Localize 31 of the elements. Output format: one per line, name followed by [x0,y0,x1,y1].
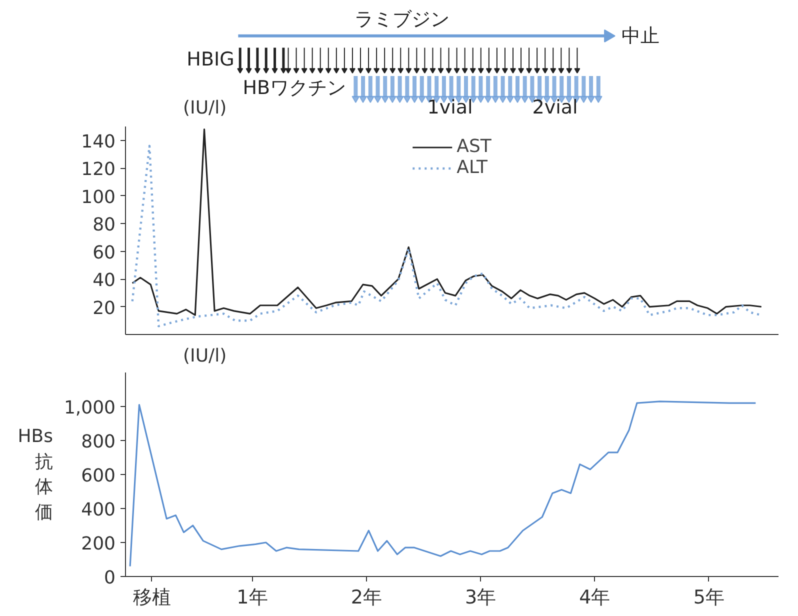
y-tick-label: 1,000 [64,398,116,418]
legend-label: AST [456,136,492,157]
y-tick-label: 100 [81,186,116,208]
y-tick-label: 200 [81,534,116,554]
y-tick-label: 0 [104,568,116,588]
x-tick-label: 3年 [464,586,496,608]
y-tick-label: 600 [81,466,116,486]
text: 1vial [427,96,473,118]
text: 中止 [622,24,660,47]
y-tick-label: 20 [92,298,116,319]
x-tick-label: 5年 [693,586,724,608]
legend-label: ALT [456,157,488,178]
x-tick-label: 4年 [579,586,610,608]
text: ラミブジン [354,8,450,30]
text: HBIG [186,48,234,70]
x-tick-label: 1年 [236,586,268,608]
y-tick-label: 400 [81,500,116,520]
y-tick-label: 140 [81,131,116,152]
y-tick-label: 60 [92,242,116,264]
y-axis-title: (IU/l) [183,98,227,118]
text: (IU/l) [183,346,227,366]
x-tick-label: 2年 [350,586,382,608]
line-series [129,400,756,568]
y-tick-label: 80 [92,214,116,236]
y-axis-title: HBs抗体価 [18,426,53,523]
x-tick-label: 移植 [132,586,171,608]
y-tick-label: 120 [81,159,116,180]
y-tick-label: 800 [81,432,116,452]
text: 2vial [532,96,578,118]
y-tick-label: 40 [92,270,116,292]
text: HBワクチン [242,76,346,99]
